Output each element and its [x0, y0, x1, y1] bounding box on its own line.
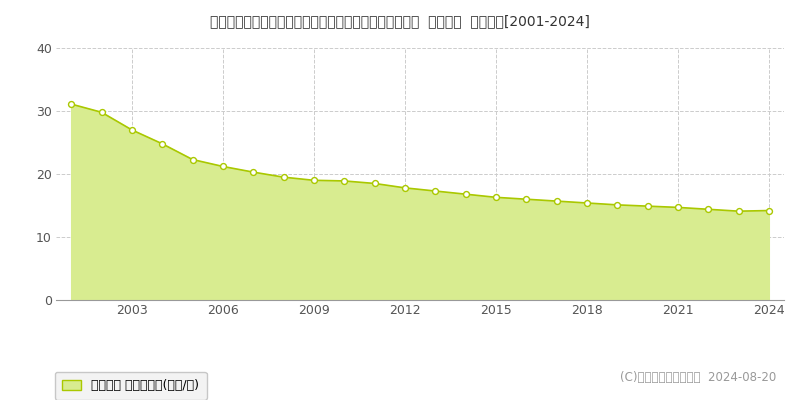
- Point: [581, 200, 594, 206]
- Point: [762, 207, 775, 214]
- Point: [732, 208, 745, 214]
- Point: [671, 204, 684, 210]
- Point: [338, 178, 350, 184]
- Point: [217, 163, 230, 170]
- Point: [277, 174, 290, 180]
- Point: [429, 188, 442, 194]
- Point: [610, 202, 623, 208]
- Point: [65, 101, 78, 107]
- Point: [307, 177, 320, 184]
- Point: [641, 203, 654, 209]
- Text: (C)土地価格ドットコム  2024-08-20: (C)土地価格ドットコム 2024-08-20: [620, 371, 776, 384]
- Point: [186, 156, 199, 163]
- Point: [368, 180, 381, 187]
- Point: [126, 127, 138, 133]
- Legend: 地価公示 平均坪単価(万円/坪): 地価公示 平均坪単価(万円/坪): [55, 372, 206, 400]
- Point: [490, 194, 502, 200]
- Point: [459, 191, 472, 197]
- Point: [246, 169, 259, 175]
- Point: [550, 198, 563, 204]
- Point: [398, 185, 411, 191]
- Point: [95, 109, 108, 116]
- Point: [520, 196, 533, 202]
- Point: [702, 206, 714, 212]
- Point: [156, 140, 169, 147]
- Text: 栃木県河内郡上三川町大字上三川字中町４９５９番２外  地価公示  地価推移[2001-2024]: 栃木県河内郡上三川町大字上三川字中町４９５９番２外 地価公示 地価推移[2001…: [210, 14, 590, 28]
